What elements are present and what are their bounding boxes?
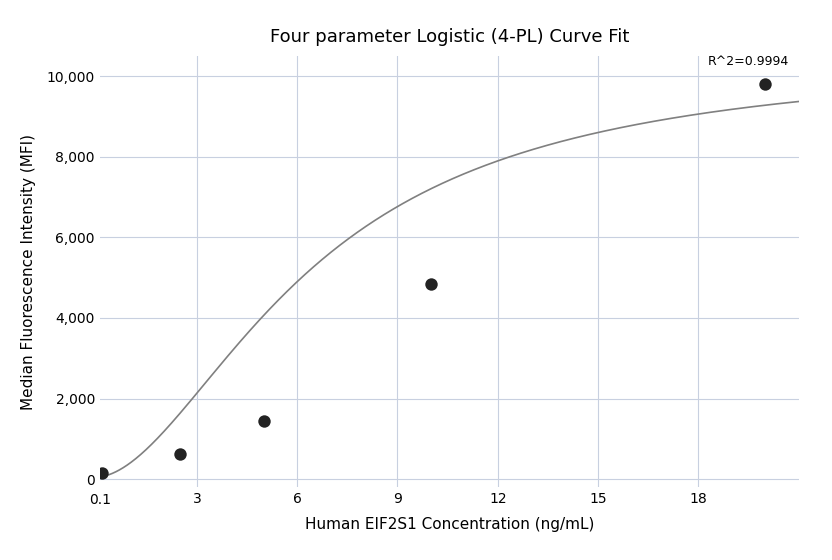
Text: R^2=0.9994: R^2=0.9994 [707, 55, 789, 68]
Y-axis label: Median Fluorescence Intensity (MFI): Median Fluorescence Intensity (MFI) [21, 134, 36, 409]
Point [759, 80, 772, 88]
Point [424, 280, 438, 289]
X-axis label: Human EIF2S1 Concentration (ng/mL): Human EIF2S1 Concentration (ng/mL) [305, 517, 594, 532]
Point [173, 449, 186, 458]
Point [95, 469, 108, 478]
Text: 0.1: 0.1 [89, 493, 111, 507]
Title: Four parameter Logistic (4-PL) Curve Fit: Four parameter Logistic (4-PL) Curve Fit [270, 28, 629, 46]
Point [257, 416, 270, 425]
